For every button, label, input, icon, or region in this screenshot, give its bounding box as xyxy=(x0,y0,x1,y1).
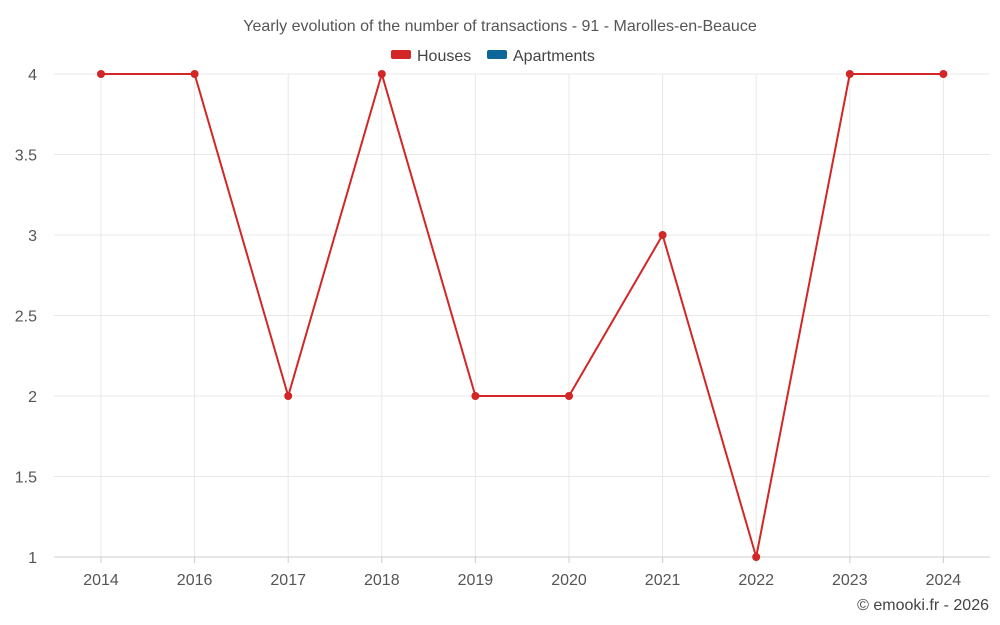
y-tick-label: 1 xyxy=(28,550,37,567)
x-tick-label: 2024 xyxy=(926,572,962,589)
data-point-houses-2019[interactable] xyxy=(471,392,480,400)
y-tick-label: 2.5 xyxy=(15,309,37,326)
data-point-houses-2017[interactable] xyxy=(284,392,293,400)
x-tick-label: 2021 xyxy=(645,572,681,589)
x-tick-label: 2018 xyxy=(364,572,400,589)
x-tick-label: 2020 xyxy=(551,572,587,589)
y-tick-label: 3.5 xyxy=(15,148,37,165)
data-point-houses-2023[interactable] xyxy=(845,70,854,78)
data-point-houses-2024[interactable] xyxy=(939,70,948,78)
data-point-houses-2018[interactable] xyxy=(377,70,386,78)
data-point-houses-2016[interactable] xyxy=(190,70,199,78)
y-tick-label: 1.5 xyxy=(15,470,37,487)
x-tick-label: 2019 xyxy=(458,572,494,589)
data-point-houses-2021[interactable] xyxy=(658,231,667,239)
y-axis-ticks: 1 1.5 2 2.5 3 3.5 4 xyxy=(15,67,37,567)
x-tick-label: 2014 xyxy=(83,572,119,589)
legend-item-houses[interactable]: Houses xyxy=(391,48,471,65)
chart-title: Yearly evolution of the number of transa… xyxy=(243,18,757,35)
legend-label-houses: Houses xyxy=(417,48,471,65)
x-tick-label: 2016 xyxy=(177,572,213,589)
x-tick-label: 2017 xyxy=(270,572,306,589)
data-point-houses-2022[interactable] xyxy=(752,553,761,561)
y-tick-label: 4 xyxy=(28,67,37,84)
x-axis-ticks: 2014 2016 2017 2018 2019 2020 2021 2022 2023 2024 xyxy=(83,557,961,589)
legend-label-apartments: Apartments xyxy=(513,48,595,65)
x-tick-label: 2022 xyxy=(738,572,774,589)
legend-item-apartments[interactable]: Apartments xyxy=(487,48,595,65)
series-houses xyxy=(97,70,948,561)
legend-swatch-apartments xyxy=(487,50,507,59)
data-point-houses-2020[interactable] xyxy=(565,392,573,400)
x-tick-label: 2023 xyxy=(832,572,868,589)
legend-swatch-houses xyxy=(391,50,411,59)
credit-text: © emooki.fr - 2026 xyxy=(857,597,989,614)
legend: Houses Apartments xyxy=(391,48,595,65)
series-line-houses xyxy=(101,73,944,558)
y-tick-label: 2 xyxy=(28,389,37,406)
data-point-houses-2014[interactable] xyxy=(97,70,105,78)
y-tick-label: 3 xyxy=(28,228,37,245)
grid xyxy=(54,73,990,557)
